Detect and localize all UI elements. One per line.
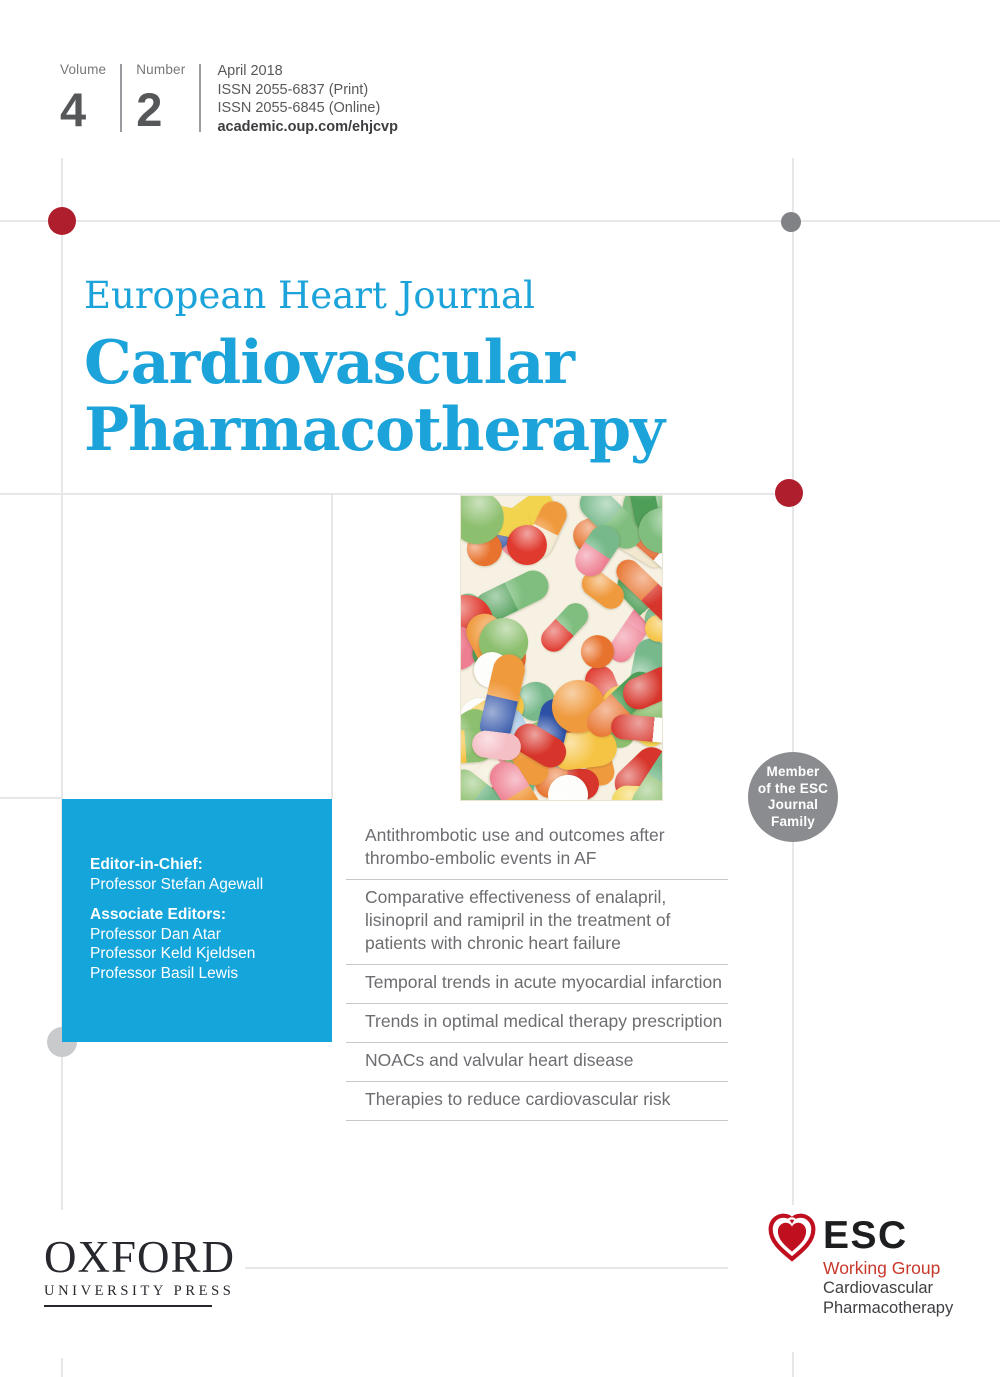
esc-logo: ESC Working Group Cardiovascular Pharmac… <box>767 1212 953 1318</box>
associate-editor-name: Professor Dan Atar <box>90 925 221 943</box>
spacer <box>90 894 312 905</box>
issn-online: ISSN 2055-6845 (Online) <box>217 100 381 117</box>
masthead-divider <box>199 64 202 132</box>
issn-print: ISSN 2055-6837 (Print) <box>217 81 369 98</box>
gray-dot-top-right <box>781 212 801 232</box>
journal-title-line2: Pharmacotherapy <box>84 395 665 465</box>
oxford-logo-name: OXFORD <box>44 1232 236 1282</box>
contents-item: Temporal trends in acute myocardial infa… <box>346 965 728 1004</box>
badge-text-line: of the ESC <box>757 780 829 796</box>
editors-box: Editor-in-Chief: Professor Stefan Agewal… <box>62 799 332 1042</box>
editor-in-chief-label: Editor-in-Chief: <box>90 856 203 873</box>
esc-heart-icon <box>768 1213 816 1262</box>
issue-date: April 2018 <box>217 63 283 79</box>
volume-label: Volume <box>60 62 107 77</box>
contents-item: Therapies to reduce cardiovascular risk <box>346 1082 728 1121</box>
red-dot-top-left <box>48 207 76 235</box>
masthead: Volume 4 Number 2 April 2018 ISSN 2055-6… <box>60 62 398 136</box>
esc-org-line1: Cardiovascular <box>823 1279 934 1297</box>
grid-line-vertical-left-bottom <box>61 1358 63 1377</box>
associate-editor-name: Professor Keld Kjeldsen <box>90 945 256 962</box>
title-block: European Heart Journal Cardiovascular Ph… <box>84 274 665 465</box>
grid-line-horizontal-editors <box>0 797 62 799</box>
journal-url-link[interactable]: academic.oup.com/ehjcvp <box>217 118 398 135</box>
contents-item: Trends in optimal medical therapy prescr… <box>346 1004 728 1043</box>
oxford-logo-rule <box>44 1305 212 1307</box>
journal-series-title: European Heart Journal <box>84 274 535 317</box>
grid-line-horizontal-footer <box>245 1267 728 1269</box>
esc-logo-text: Working Group Cardiovascular Pharmacothe… <box>823 1258 953 1318</box>
red-dot-middle-right <box>775 479 803 507</box>
associate-editor-name: Professor Basil Lewis <box>90 964 239 982</box>
volume-number: 4 <box>60 83 87 136</box>
associate-editors-list: Professor Dan Atar Professor Keld Kjeldse… <box>90 925 312 984</box>
issue-number: 2 <box>136 83 163 136</box>
oxford-logo: OXFORD UNIVERSITY PRESS <box>44 1234 235 1307</box>
contents-list: Antithrombotic use and outcomes after th… <box>346 818 728 1121</box>
badge-text-line: Journal <box>767 797 819 812</box>
grid-line-vertical-right-bottom <box>792 1352 794 1377</box>
associate-editors-label: Associate Editors: <box>90 906 227 923</box>
number-block: Number 2 <box>136 62 185 134</box>
journal-title: Cardiovascular Pharmacotherapy <box>84 328 665 465</box>
issue-info-block: April 2018 ISSN 2055-6837 (Print) ISSN 2… <box>217 62 398 136</box>
esc-member-badge: Member of the ESC Journal Family <box>748 752 838 842</box>
esc-logo-top: ESC <box>767 1212 953 1262</box>
esc-working-group-label: Working Group <box>823 1258 941 1278</box>
masthead-divider <box>120 64 123 132</box>
contents-item: Antithrombotic use and outcomes after th… <box>346 818 728 880</box>
badge-text-line: Member <box>766 764 820 779</box>
issue-number-label: Number <box>136 62 186 77</box>
grid-line-vertical-left <box>61 158 63 1210</box>
oxford-logo-subtitle: UNIVERSITY PRESS <box>44 1283 235 1299</box>
contents-item: Comparative effectiveness of enalapril, … <box>346 880 728 965</box>
volume-block: Volume 4 <box>60 62 106 134</box>
contents-item: NOACs and valvular heart disease <box>346 1043 728 1082</box>
pills-photo <box>460 495 663 801</box>
esc-org-line2: Pharmacotherapy <box>823 1299 954 1317</box>
grid-line-vertical-right <box>792 158 794 1205</box>
pill-shape <box>574 628 622 675</box>
grid-line-horizontal-middle <box>0 493 790 495</box>
esc-acronym: ESC <box>823 1214 908 1257</box>
grid-line-vertical-middle <box>331 494 333 799</box>
badge-text-line: Family <box>771 813 815 829</box>
journal-title-line1: Cardiovascular <box>84 328 575 398</box>
editor-in-chief-name: Professor Stefan Agewall <box>90 875 264 893</box>
grid-line-horizontal-top <box>0 220 1000 222</box>
